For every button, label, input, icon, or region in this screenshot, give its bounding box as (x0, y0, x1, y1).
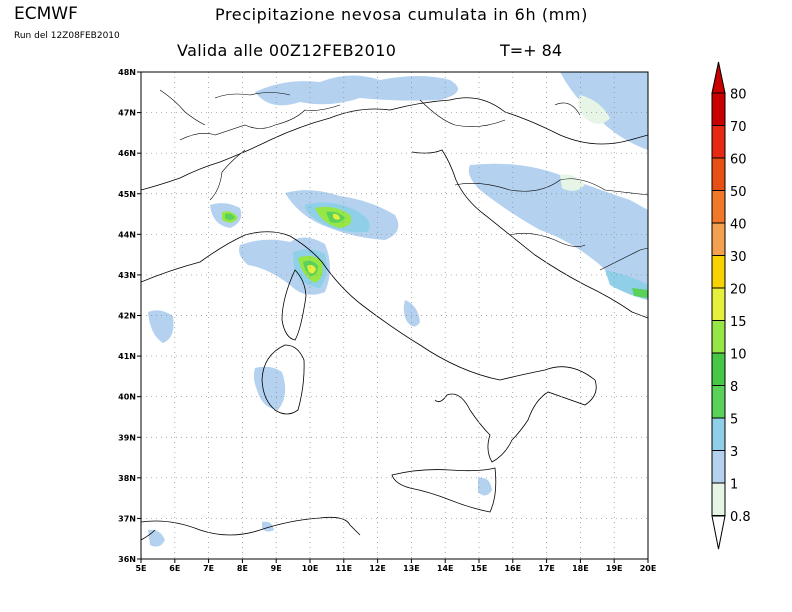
colorbar-segment (711, 482, 726, 516)
colorbar-level-label: 40 (730, 218, 747, 233)
run-label: Run del 12Z08FEB2010 (14, 31, 120, 41)
colorbar-segment (711, 222, 726, 256)
latitude-tick-label: 39N (118, 433, 136, 442)
border-layer (159, 89, 648, 271)
latitude-tick-label: 42N (118, 312, 136, 321)
latitude-tick-label: 47N (118, 109, 136, 118)
longitude-tick-label: 14E (437, 564, 454, 573)
latitude-tick-label: 44N (118, 230, 136, 239)
colorbar-level-label: 0.8 (730, 510, 751, 525)
longitude-tick-label: 13E (403, 564, 420, 573)
longitude-tick-label: 12E (369, 564, 386, 573)
longitude-tick-label: 6E (169, 564, 180, 573)
latitude-tick-label: 36N (118, 555, 136, 564)
longitude-tick-label: 7E (203, 564, 214, 573)
colorbar-segment (711, 287, 726, 321)
colorbar-level-label: 8 (730, 380, 738, 395)
colorbar-level-label: 5 (730, 413, 738, 428)
graticule (141, 72, 648, 559)
longitude-tick-label: 20E (640, 564, 657, 573)
colorbar: 0.8 1 3 5 8 10 15 20 30 40 50 60 70 80 (711, 61, 751, 550)
longitude-tick-label: 5E (135, 564, 146, 573)
latitude-labels: 48N 47N 46N 45N 44N 43N 42N 41N 40N 39N 38N 37N 36N (118, 68, 136, 564)
longitude-tick-label: 10E (302, 564, 319, 573)
model-title: ECMWF (14, 4, 78, 24)
axis-ticks (137, 71, 649, 563)
latitude-tick-label: 46N (118, 149, 136, 158)
colorbar-segment (711, 450, 726, 484)
longitude-tick-label: 16E (504, 564, 521, 573)
longitude-tick-label: 18E (572, 564, 589, 573)
longitude-tick-label: 17E (538, 564, 555, 573)
longitude-tick-label: 11E (335, 564, 352, 573)
colorbar-level-label: 15 (730, 315, 747, 330)
colorbar-level-label: 30 (730, 250, 747, 265)
colorbar-level-label: 10 (730, 348, 747, 363)
latitude-tick-label: 40N (118, 393, 136, 402)
latitude-tick-label: 43N (118, 271, 136, 280)
colorbar-segment (711, 352, 726, 386)
colorbar-top-arrow (711, 61, 726, 94)
longitude-tick-label: 8E (237, 564, 248, 573)
colorbar-segment (711, 92, 726, 126)
colorbar-segment (711, 125, 726, 159)
colorbar-bottom-arrow (711, 515, 726, 550)
colorbar-segment (711, 255, 726, 289)
forecast-step-label: T=+ 84 (500, 41, 563, 60)
coastline-layer (141, 97, 648, 541)
colorbar-segment (711, 190, 726, 224)
colorbar-level-label: 70 (730, 120, 747, 135)
colorbar-segment (711, 385, 726, 419)
colorbar-level-label: 3 (730, 445, 738, 460)
latitude-tick-label: 41N (118, 352, 136, 361)
colorbar-segment (711, 157, 726, 191)
longitude-tick-label: 15E (471, 564, 488, 573)
colorbar-segment (711, 417, 726, 451)
snowfall-field (148, 72, 648, 547)
latitude-tick-label: 48N (118, 68, 136, 77)
latitude-tick-label: 38N (118, 474, 136, 483)
colorbar-level-label: 80 (730, 88, 747, 103)
latitude-tick-label: 45N (118, 190, 136, 199)
latitude-tick-label: 37N (118, 514, 136, 523)
colorbar-segment (711, 320, 726, 354)
valid-time-label: Valida alle 00Z12FEB2010 (177, 41, 397, 60)
longitude-tick-label: 19E (606, 564, 623, 573)
longitude-tick-label: 9E (271, 564, 282, 573)
colorbar-level-label: 20 (730, 283, 747, 298)
colorbar-level-label: 60 (730, 153, 747, 168)
longitude-labels: 5E 6E 7E 8E 9E 10E 11E 12E 13E 14E 15E 16E 17E 18E 19E… (135, 564, 656, 573)
map-title: Precipitazione nevosa cumulata in 6h (mm… (215, 5, 588, 24)
colorbar-level-label: 1 (730, 478, 738, 493)
colorbar-level-label: 50 (730, 185, 747, 200)
